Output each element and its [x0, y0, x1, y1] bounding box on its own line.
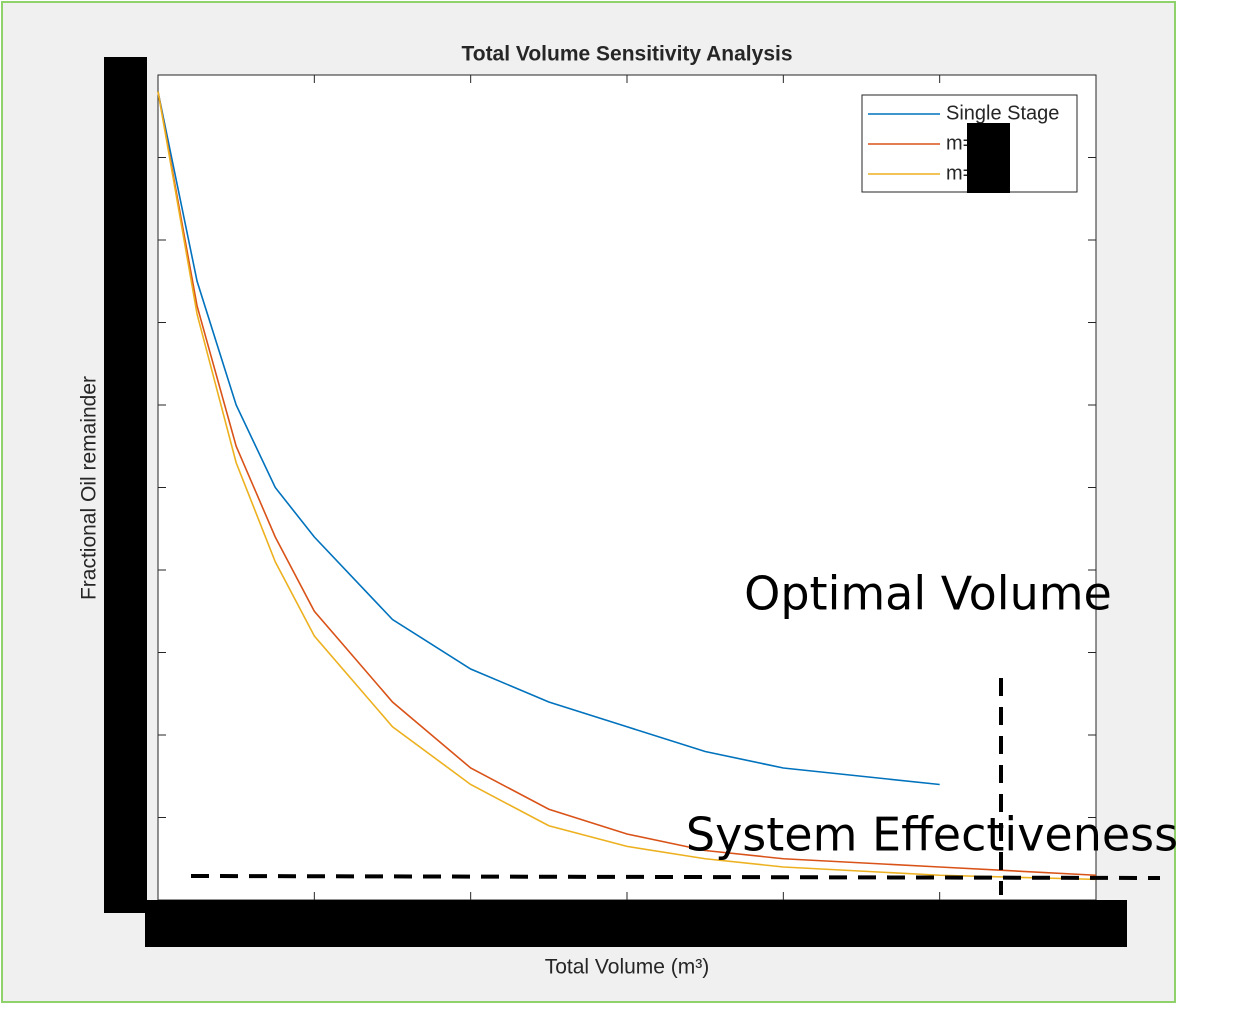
effectiveness-line — [190, 874, 1161, 880]
plot-area — [157, 74, 1097, 901]
legend-label: Single Stage — [946, 102, 1059, 124]
redaction — [967, 123, 1010, 193]
redaction — [145, 900, 1127, 947]
y-axis-label: Fractional Oil remainder — [78, 376, 101, 600]
annotation: System Effectiveness — [686, 808, 1178, 862]
redaction — [104, 57, 147, 913]
chart-title: Total Volume Sensitivity Analysis — [461, 43, 792, 66]
annotation: Optimal Volume — [744, 567, 1112, 621]
series-line — [157, 91, 1097, 881]
series-line — [157, 91, 1097, 877]
marks — [157, 74, 1097, 901]
x-axis-label: Total Volume (m³) — [545, 956, 710, 979]
series-line — [157, 91, 940, 786]
